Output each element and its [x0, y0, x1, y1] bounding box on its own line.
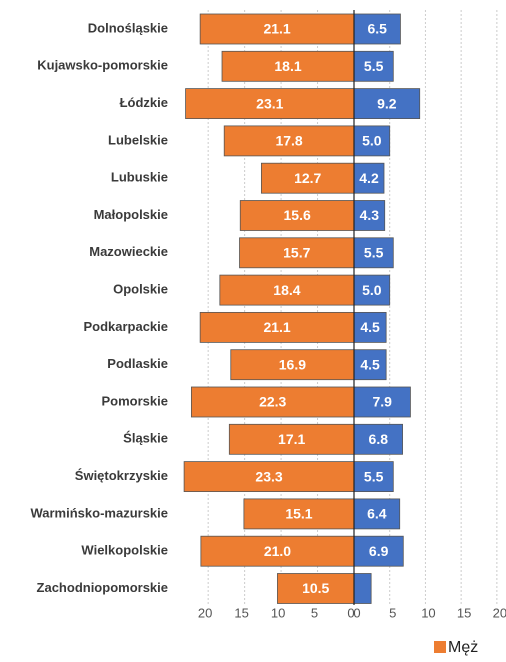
value-label: 7.9	[372, 394, 392, 410]
x2-tick-label: 5	[389, 605, 396, 620]
category-label: Podkarpackie	[83, 319, 168, 334]
category-label: Pomorskie	[102, 393, 168, 408]
value-label: 16.9	[279, 356, 306, 372]
x-tick-label: 5	[311, 605, 318, 620]
bar	[219, 274, 355, 306]
bar	[243, 498, 355, 530]
bar	[353, 386, 411, 418]
x-tick-label: 15	[234, 605, 248, 620]
bar	[353, 200, 386, 231]
value-label: 15.6	[284, 207, 311, 223]
value-label: 6.9	[369, 543, 389, 559]
bar	[230, 349, 355, 381]
bar	[228, 423, 355, 455]
value-label: 5.5	[364, 58, 384, 74]
value-label: 5.0	[362, 282, 382, 298]
bar	[353, 423, 403, 455]
bar	[199, 13, 355, 45]
value-label: 9.2	[377, 95, 397, 111]
category-label: Lubuskie	[111, 170, 168, 185]
category-label: Zachodniopomorskie	[37, 580, 168, 595]
value-label: 21.1	[263, 319, 290, 335]
category-label: Łódzkie	[120, 95, 168, 110]
bar	[353, 162, 385, 194]
value-label: 6.4	[367, 506, 387, 522]
value-label: 17.8	[275, 133, 302, 149]
category-label: Kujawsko-pomorskie	[37, 58, 168, 73]
value-label: 5.5	[364, 468, 384, 484]
value-label: 4.3	[360, 207, 380, 223]
value-label: 23.3	[255, 468, 282, 484]
bar	[353, 88, 421, 119]
bar	[183, 461, 355, 493]
value-label: 4.2	[359, 170, 379, 186]
category-label: Mazowieckie	[89, 244, 168, 259]
value-label: 6.5	[367, 21, 387, 37]
value-label: 4.5	[360, 356, 380, 372]
x2-tick-label: 10	[421, 605, 435, 620]
category-label: Dolnośląskie	[88, 20, 168, 35]
bar	[221, 50, 355, 82]
legend-swatch	[434, 641, 446, 653]
x-tick-label: 0	[347, 605, 354, 620]
value-label: 15.7	[283, 245, 310, 261]
value-label: 5.0	[362, 133, 382, 149]
value-label: 18.1	[274, 58, 301, 74]
bar	[353, 311, 387, 343]
category-label: Małopolskie	[94, 207, 168, 222]
x2-tick-label: 20	[493, 605, 506, 620]
bar	[353, 274, 391, 306]
bar	[277, 573, 355, 604]
bar	[353, 125, 391, 157]
x-tick-label: 20	[198, 605, 212, 620]
x2-tick-label: 0	[353, 605, 360, 620]
x-tick-label: 10	[271, 605, 285, 620]
value-label: 4.5	[360, 319, 380, 335]
category-label: Warmińsko-mazurskie	[30, 505, 168, 520]
value-label: 21.0	[264, 543, 291, 559]
bar	[223, 125, 355, 157]
bar	[353, 498, 401, 530]
value-label: 6.8	[369, 431, 389, 447]
category-label: Wielkopolskie	[81, 543, 168, 558]
value-label: 21.1	[263, 21, 290, 37]
bar	[200, 535, 355, 567]
bar	[353, 573, 372, 604]
value-label: 22.3	[259, 394, 286, 410]
category-label: Śląskie	[123, 431, 168, 446]
category-label: Lubelskie	[108, 132, 168, 147]
legend-label: Męż	[448, 639, 478, 656]
value-label: 15.1	[285, 506, 312, 522]
value-label: 23.1	[256, 95, 283, 111]
value-label: 5.5	[364, 245, 384, 261]
category-label: Podlaskie	[107, 356, 168, 371]
category-label: Świętokrzyskie	[75, 468, 168, 483]
bar	[190, 386, 355, 418]
bar	[199, 311, 355, 343]
bar	[353, 50, 394, 82]
value-label: 10.5	[302, 580, 329, 596]
category-label: Opolskie	[113, 282, 168, 297]
bar	[239, 237, 355, 269]
bar	[353, 461, 394, 493]
value-label: 12.7	[294, 170, 321, 186]
bar	[353, 237, 394, 269]
value-label: 18.4	[273, 282, 300, 298]
bar	[353, 349, 387, 381]
value-label: 17.1	[278, 431, 305, 447]
x2-tick-label: 15	[457, 605, 471, 620]
bar	[260, 162, 355, 194]
